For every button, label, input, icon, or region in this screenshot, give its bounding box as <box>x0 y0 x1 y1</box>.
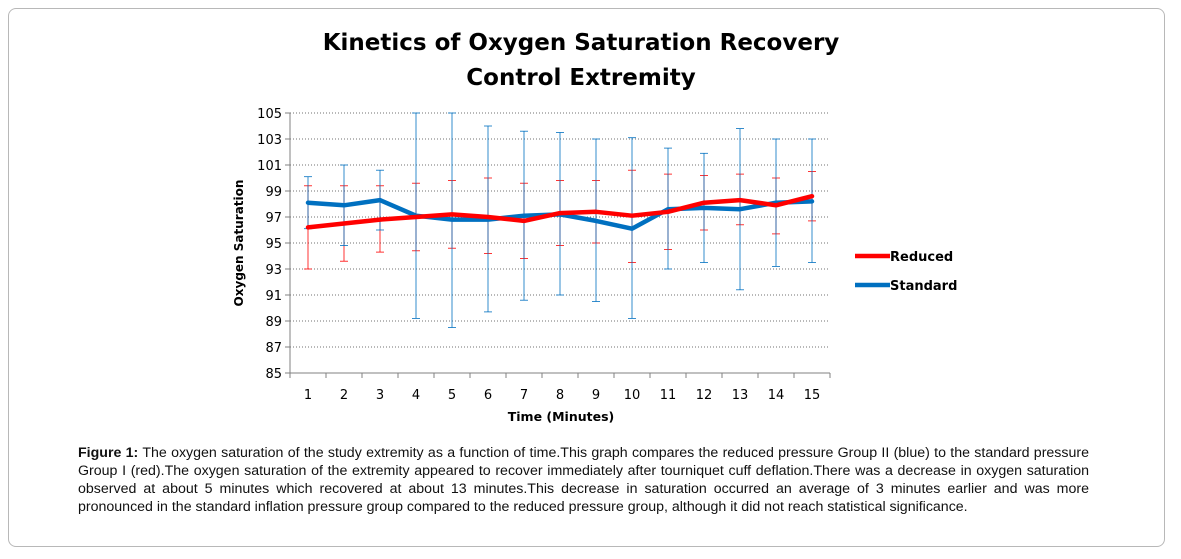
chart-title-line1: Kinetics of Oxygen Saturation Recovery <box>323 30 840 56</box>
data-point-reduced <box>594 210 598 214</box>
x-tick-label: 12 <box>696 388 713 403</box>
data-point-reduced <box>702 201 706 205</box>
series-lines <box>305 193 815 231</box>
data-point-reduced <box>378 218 382 222</box>
data-point-standard <box>630 227 634 231</box>
data-point-reduced <box>522 219 526 223</box>
data-point-standard <box>810 199 814 203</box>
chart-title-line2: Control Extremity <box>466 65 695 91</box>
data-point-reduced <box>414 215 418 219</box>
legend: Reduced Standard <box>855 250 957 294</box>
y-tick-label: 93 <box>265 263 282 278</box>
data-point-reduced <box>450 212 454 216</box>
x-tick-label: 13 <box>732 388 749 403</box>
data-point-reduced <box>630 214 634 218</box>
x-tick-label: 9 <box>592 388 600 403</box>
y-tick-label: 87 <box>265 341 282 356</box>
x-tick-label: 7 <box>520 388 528 403</box>
x-tick-label: 14 <box>768 388 785 403</box>
x-tick-label: 15 <box>804 388 821 403</box>
caption-label: Figure 1: <box>78 445 139 461</box>
data-point-reduced <box>666 210 670 214</box>
y-tick-label: 85 <box>265 367 282 382</box>
figure-frame <box>8 8 1165 547</box>
data-point-standard <box>738 207 742 211</box>
x-tick-label: 8 <box>556 388 564 403</box>
x-tick-label: 2 <box>340 388 348 403</box>
y-tick-label: 97 <box>265 211 282 226</box>
data-point-standard <box>342 203 346 207</box>
data-point-reduced <box>306 225 310 229</box>
data-point-reduced <box>810 194 814 198</box>
x-tick-label: 1 <box>304 388 312 403</box>
data-point-reduced <box>738 198 742 202</box>
data-point-reduced <box>342 222 346 225</box>
x-tick-label: 6 <box>484 388 492 403</box>
y-tick-label: 89 <box>265 315 282 330</box>
data-point-reduced <box>774 203 778 207</box>
oxygen-saturation-chart: Kinetics of Oxygen Saturation Recovery C… <box>232 30 957 424</box>
y-axis-label: Oxygen Saturation <box>232 180 246 307</box>
figure-caption: Figure 1: The oxygen saturation of the s… <box>78 444 1089 516</box>
data-point-reduced <box>486 215 490 219</box>
x-tick-label: 11 <box>660 388 677 403</box>
data-point-standard <box>378 198 382 202</box>
y-tick-label: 99 <box>265 185 282 200</box>
y-tick-label: 91 <box>265 289 282 304</box>
x-tick-label: 5 <box>448 388 456 403</box>
data-point-standard <box>702 206 706 210</box>
legend-label-standard: Standard <box>890 279 957 294</box>
y-tick-label: 101 <box>257 159 282 174</box>
y-tick-label: 105 <box>257 107 282 122</box>
data-point-standard <box>594 219 598 223</box>
legend-label-reduced: Reduced <box>890 250 953 265</box>
caption-text: The oxygen saturation of the study extre… <box>78 445 1090 515</box>
x-tick-label: 10 <box>624 388 641 403</box>
data-point-standard <box>450 218 454 222</box>
data-point-reduced <box>558 211 562 215</box>
x-tick-label: 3 <box>376 388 384 403</box>
x-tick-label: 4 <box>412 388 420 403</box>
x-axis-label: Time (Minutes) <box>508 409 615 424</box>
data-point-standard <box>306 201 310 205</box>
y-tick-label: 95 <box>265 237 282 252</box>
data-point-standard <box>522 214 526 218</box>
y-axis-ticks: 85 87 89 91 93 95 97 99 101 103 105 <box>257 107 290 382</box>
x-axis-ticks: 1 2 3 4 5 6 7 8 9 10 11 12 13 14 15 <box>289 373 831 403</box>
y-tick-label: 103 <box>257 133 282 148</box>
